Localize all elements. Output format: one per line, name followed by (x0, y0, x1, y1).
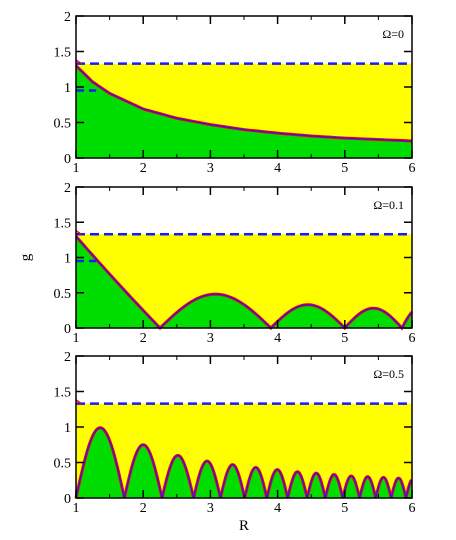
x-tick-label: 5 (341, 501, 348, 516)
panel-label: Ω=0.5 (373, 367, 404, 381)
x-tick-label: 2 (140, 161, 147, 176)
x-tick-label: 3 (207, 161, 214, 176)
y-tick-label: 0 (64, 492, 71, 507)
x-tick-label: 4 (274, 501, 281, 516)
dashed-connector (75, 230, 82, 235)
x-tick-label: 5 (341, 161, 348, 176)
boundary-curve-overlay (75, 65, 413, 142)
y-tick-label: 2 (64, 10, 71, 25)
y-axis-label: g (18, 253, 34, 261)
dashed-connector (75, 59, 82, 65)
x-tick-label: 1 (73, 331, 80, 346)
x-tick-label: 4 (274, 331, 281, 346)
x-tick-label: 6 (409, 501, 416, 516)
y-tick-label: 1.5 (54, 386, 72, 401)
dashed-connector (75, 399, 82, 405)
y-tick-label: 0.5 (54, 287, 72, 302)
x-tick-label: 2 (140, 331, 147, 346)
y-tick-label: 0.5 (54, 117, 72, 132)
boundary-curve-overlay (75, 235, 413, 330)
x-tick-label: 6 (409, 331, 416, 346)
x-tick-label: 5 (341, 331, 348, 346)
y-tick-label: 2 (64, 350, 71, 365)
x-tick-label: 3 (207, 501, 214, 516)
lower-region (76, 65, 412, 158)
y-tick-label: 2 (64, 181, 71, 196)
y-tick-label: 1.5 (54, 46, 72, 61)
panel-label: Ω=0 (382, 27, 404, 41)
x-tick-label: 4 (274, 161, 281, 176)
x-tick-label: 3 (207, 331, 214, 346)
upper-region (76, 63, 412, 141)
y-tick-label: 0 (64, 322, 71, 337)
x-tick-label: 1 (73, 161, 80, 176)
upper-region (76, 403, 412, 498)
x-tick-label: 6 (409, 161, 416, 176)
x-axis-label: R (239, 518, 249, 534)
x-tick-label: 2 (140, 501, 147, 516)
y-tick-label: 1.5 (54, 216, 72, 231)
y-tick-label: 1 (64, 252, 71, 267)
y-tick-label: 0 (64, 152, 71, 167)
y-tick-label: 1 (64, 81, 71, 96)
y-tick-label: 0.5 (54, 457, 72, 472)
panel-3: 1 2 3 4 5 6 0 0.5 1 1.5 2 Ω=0.5 R (54, 350, 416, 534)
lower-region (76, 236, 412, 328)
panel-1: 1 2 3 4 5 6 0 0.5 1 1.5 2 Ω=0 (54, 10, 416, 176)
upper-region (76, 234, 412, 328)
y-tick-label: 1 (64, 421, 71, 436)
x-tick-label: 1 (73, 501, 80, 516)
panel-2: 1 2 3 4 5 6 0 0.5 1 1.5 2 Ω=0.1 g (18, 181, 416, 346)
panel-label: Ω=0.1 (373, 198, 404, 212)
